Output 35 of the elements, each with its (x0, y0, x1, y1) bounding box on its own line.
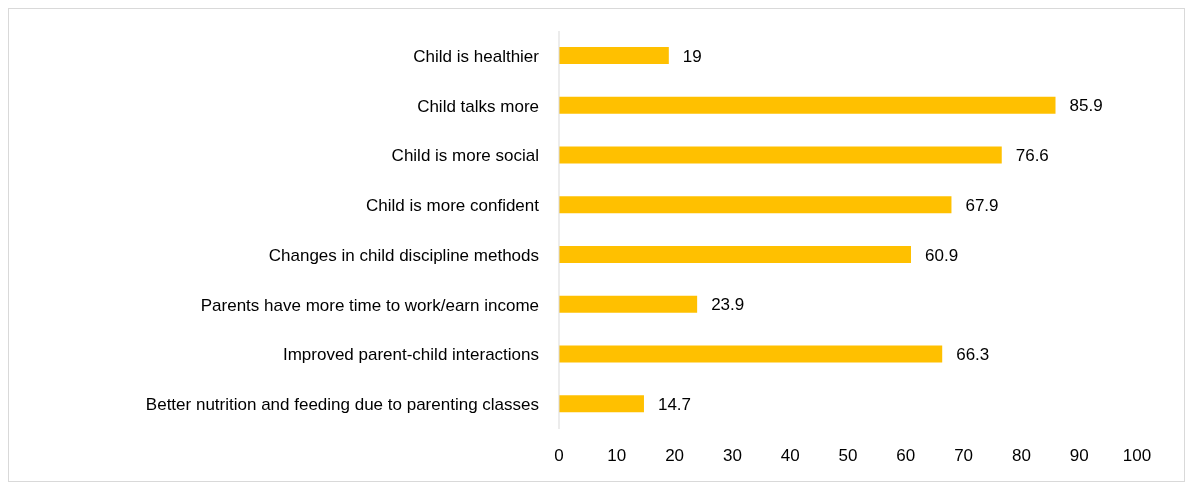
bar (559, 295, 698, 313)
data-label: 66.3 (956, 345, 990, 365)
x-tick-label: 50 (838, 446, 858, 466)
bar (559, 196, 952, 214)
x-tick-label: 70 (954, 446, 974, 466)
bar (559, 96, 1056, 114)
data-label: 14.7 (657, 394, 692, 414)
x-tick-label: 60 (896, 446, 916, 466)
y-tick-label: Child talks more (417, 96, 539, 116)
bar (559, 246, 911, 263)
bar (559, 47, 669, 64)
data-label: 76.6 (1015, 146, 1049, 166)
x-tick-label: 40 (780, 446, 800, 466)
data-label: 85.9 (1069, 96, 1103, 116)
x-tick-label: 0 (554, 446, 564, 466)
data-label: 23.9 (711, 295, 745, 315)
data-label: 67.9 (965, 195, 999, 215)
x-tick-label: 20 (665, 446, 685, 466)
y-tick-label: Child is more confident (366, 196, 540, 216)
y-tick-label: Child is more social (391, 146, 539, 166)
bar (559, 146, 1002, 164)
data-label: 60.9 (925, 245, 959, 265)
y-tick-label: Better nutrition and feeding due to parenting classes (145, 395, 539, 415)
data-label: 19 (682, 46, 702, 66)
x-tick-label: 30 (722, 446, 742, 466)
x-tick-label: 100 (1122, 446, 1152, 466)
bar (559, 345, 943, 363)
y-tick-label: Parents have more time to work/earn income (200, 295, 539, 315)
y-tick-label: Child is healthier (413, 46, 540, 66)
x-tick-label: 10 (607, 446, 627, 466)
y-tick-label: Improved parent-child interactions (282, 345, 539, 365)
y-tick-label: Changes in child discipline methods (268, 245, 539, 265)
x-tick-label: 80 (1011, 446, 1031, 466)
bar (559, 395, 644, 413)
x-tick-label: 90 (1069, 446, 1089, 466)
